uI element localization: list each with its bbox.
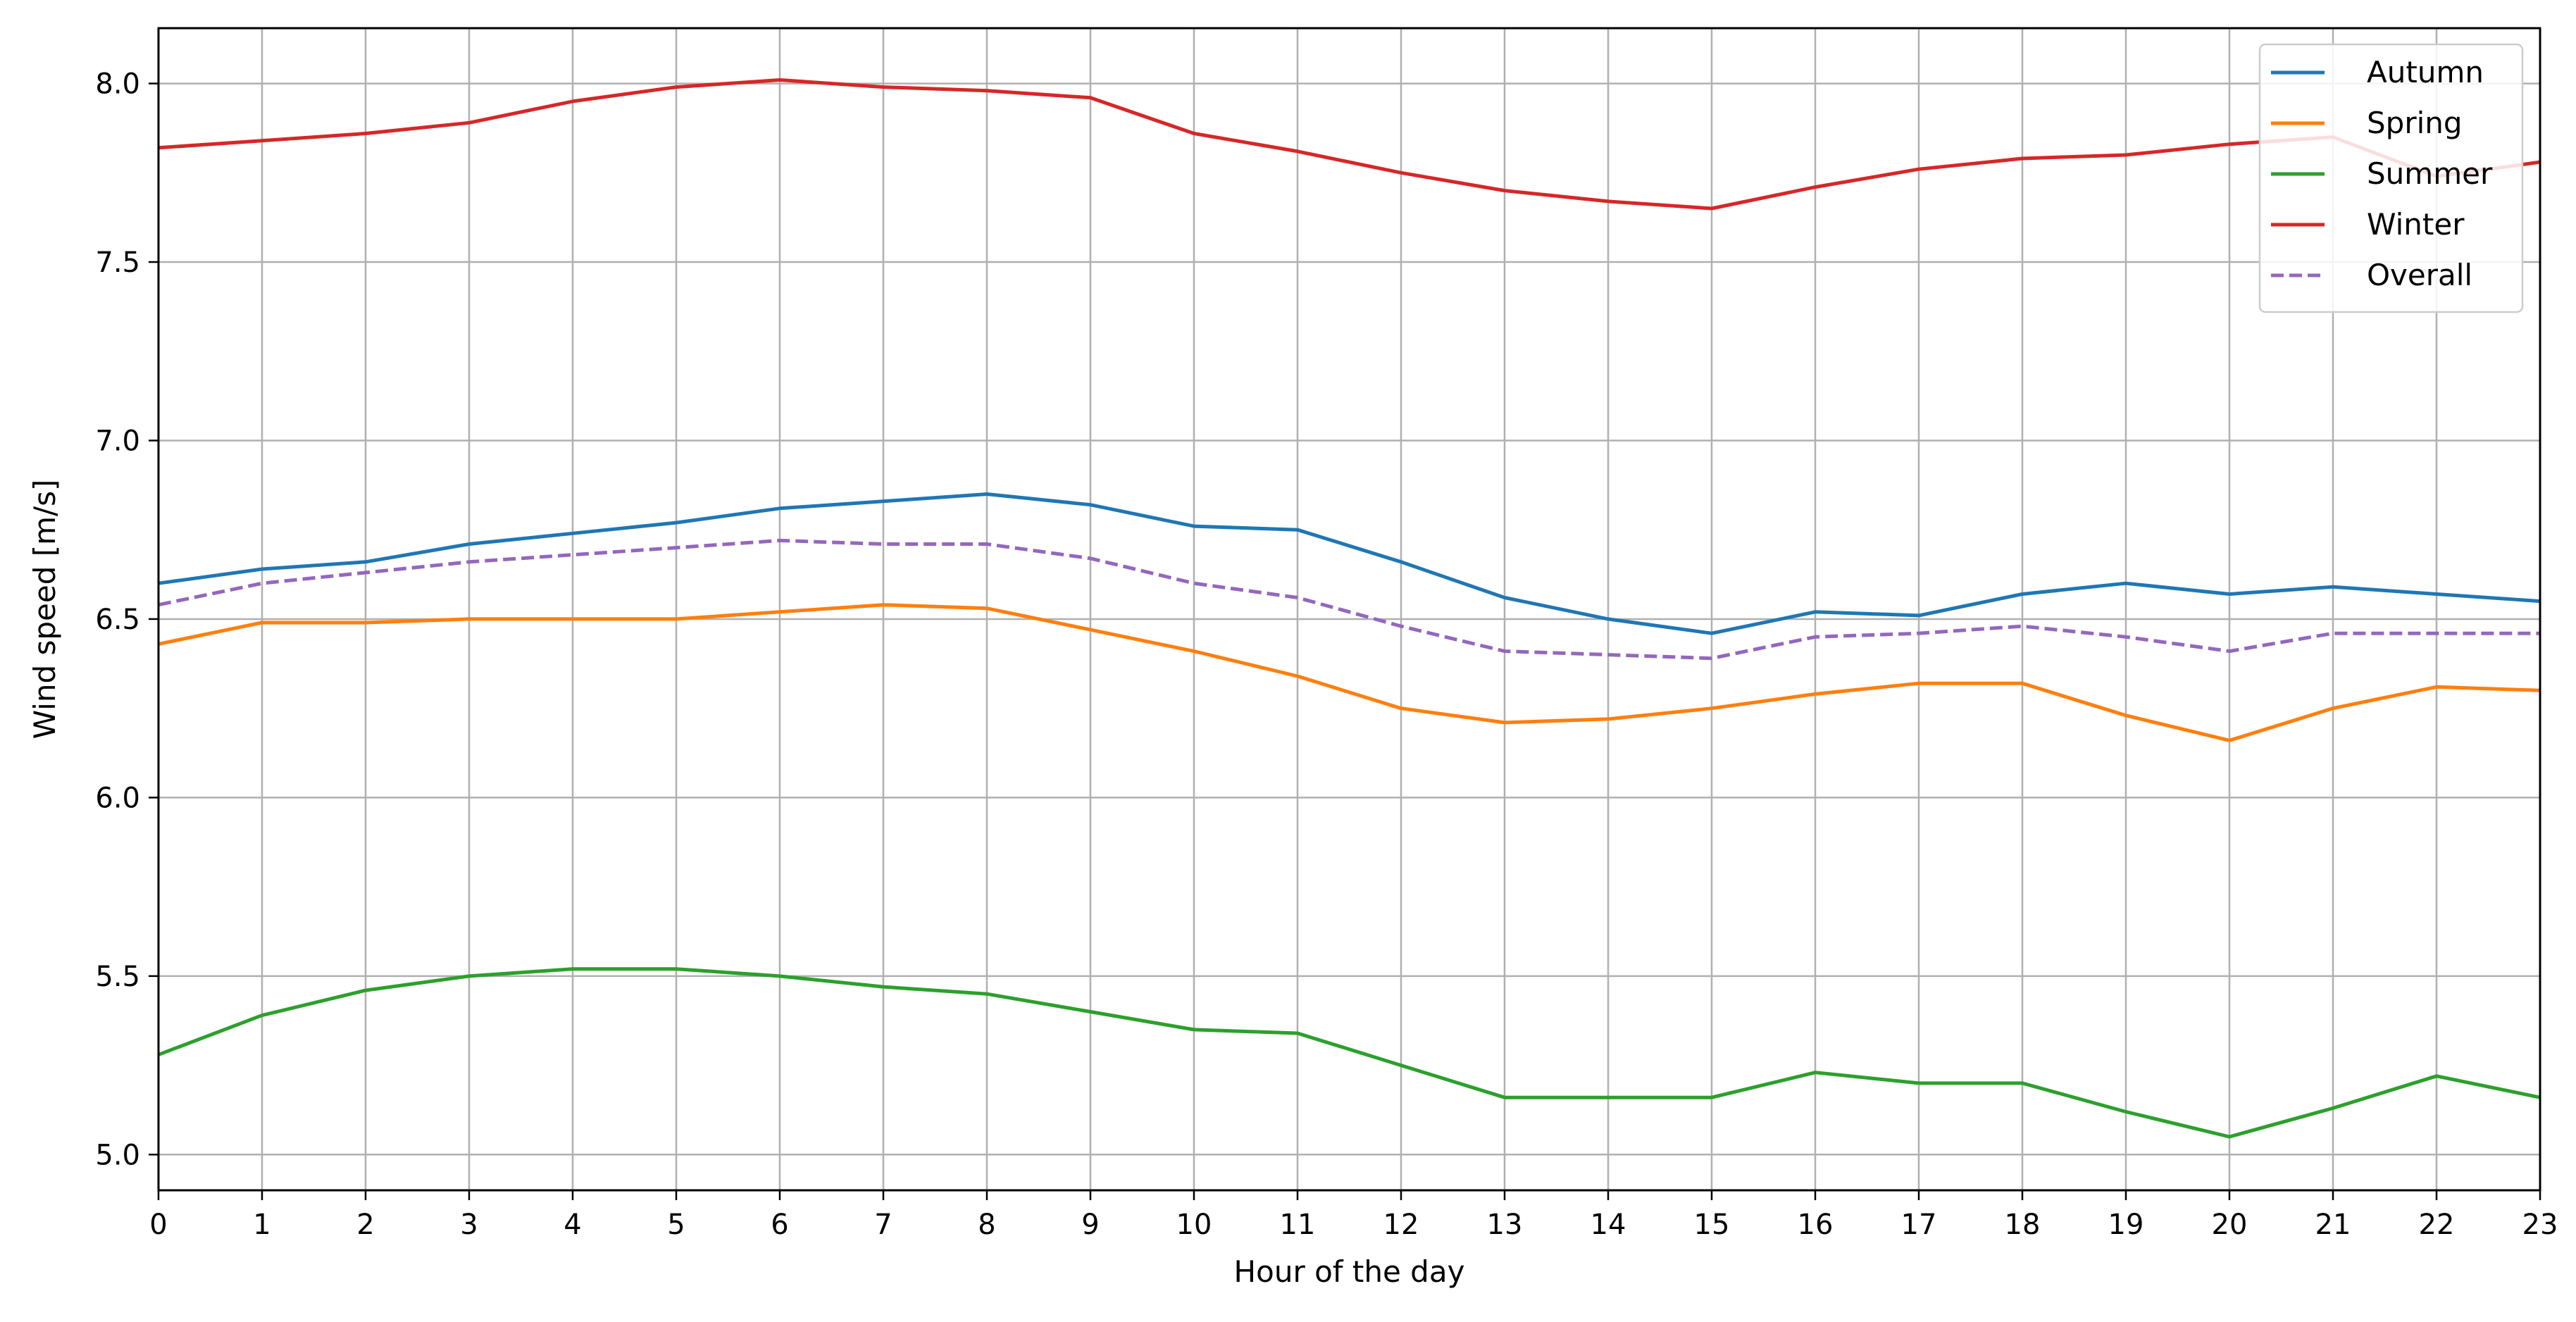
legend: Autumn Spring Summer Winter Overall xyxy=(2258,43,2524,313)
x-tick-label: 10 xyxy=(1176,1209,1212,1241)
legend-label-overall: Overall xyxy=(2367,258,2472,292)
x-tick-label: 20 xyxy=(2212,1209,2248,1241)
x-tick-label: 0 xyxy=(149,1209,167,1241)
y-tick-label: 6.0 xyxy=(95,782,140,814)
x-tick-label: 22 xyxy=(2419,1209,2455,1241)
x-tick-label: 14 xyxy=(1591,1209,1626,1241)
x-tick-label: 7 xyxy=(874,1209,892,1241)
series-line-summer xyxy=(158,967,2541,1139)
y-tick-label: 5.0 xyxy=(95,1139,140,1171)
y-axis-title: Wind speed [m/s] xyxy=(27,480,62,740)
x-tick-label: 17 xyxy=(1901,1209,1937,1241)
plot-frame xyxy=(157,27,2541,1192)
y-tick-label: 7.5 xyxy=(95,247,140,279)
x-tick-label: 19 xyxy=(2108,1209,2144,1241)
x-tick-label: 15 xyxy=(1694,1209,1730,1241)
x-tick-label: 23 xyxy=(2522,1209,2558,1241)
series-line-autumn xyxy=(158,492,2541,635)
legend-label-autumn: Autumn xyxy=(2367,55,2484,89)
x-tick-label: 13 xyxy=(1487,1209,1523,1241)
series-layer xyxy=(158,78,2541,1139)
x-tick-label: 21 xyxy=(2315,1209,2351,1241)
x-tick-label: 1 xyxy=(253,1209,270,1241)
series-line-spring xyxy=(158,603,2541,742)
x-tick-label: 16 xyxy=(1798,1209,1834,1241)
x-tick-label: 6 xyxy=(771,1209,788,1241)
legend-label-winter: Winter xyxy=(2367,207,2465,242)
legend-label-spring: Spring xyxy=(2367,106,2463,140)
x-tick-label: 4 xyxy=(564,1209,581,1241)
x-tick-label: 11 xyxy=(1280,1209,1316,1241)
series-line-winter xyxy=(158,78,2541,211)
x-tick-label: 9 xyxy=(1081,1209,1099,1241)
x-axis-title: Hour of the day xyxy=(1234,1254,1465,1289)
y-tick-label: 6.5 xyxy=(95,604,140,636)
grid-layer xyxy=(157,28,2541,1190)
x-tick-label: 3 xyxy=(460,1209,478,1241)
x-tick-label: 18 xyxy=(2005,1209,2041,1241)
y-tick-label: 5.5 xyxy=(95,961,140,993)
x-tick-label: 12 xyxy=(1383,1209,1419,1241)
x-tick-label: 5 xyxy=(667,1209,685,1241)
x-tick-label: 2 xyxy=(356,1209,374,1241)
x-tick-label: 8 xyxy=(978,1209,995,1241)
y-tick-label: 7.0 xyxy=(95,425,140,457)
y-tick-label: 8.0 xyxy=(95,68,140,101)
legend-label-summer: Summer xyxy=(2367,156,2493,191)
ticks-layer: 0 1 2 3 4 5 6 7 8 9 10 11 12 13 14 15 16 17 18 19 20 21 22 235.… xyxy=(95,68,2558,1241)
legend-box xyxy=(2258,43,2524,313)
series-line-overall xyxy=(158,538,2540,661)
